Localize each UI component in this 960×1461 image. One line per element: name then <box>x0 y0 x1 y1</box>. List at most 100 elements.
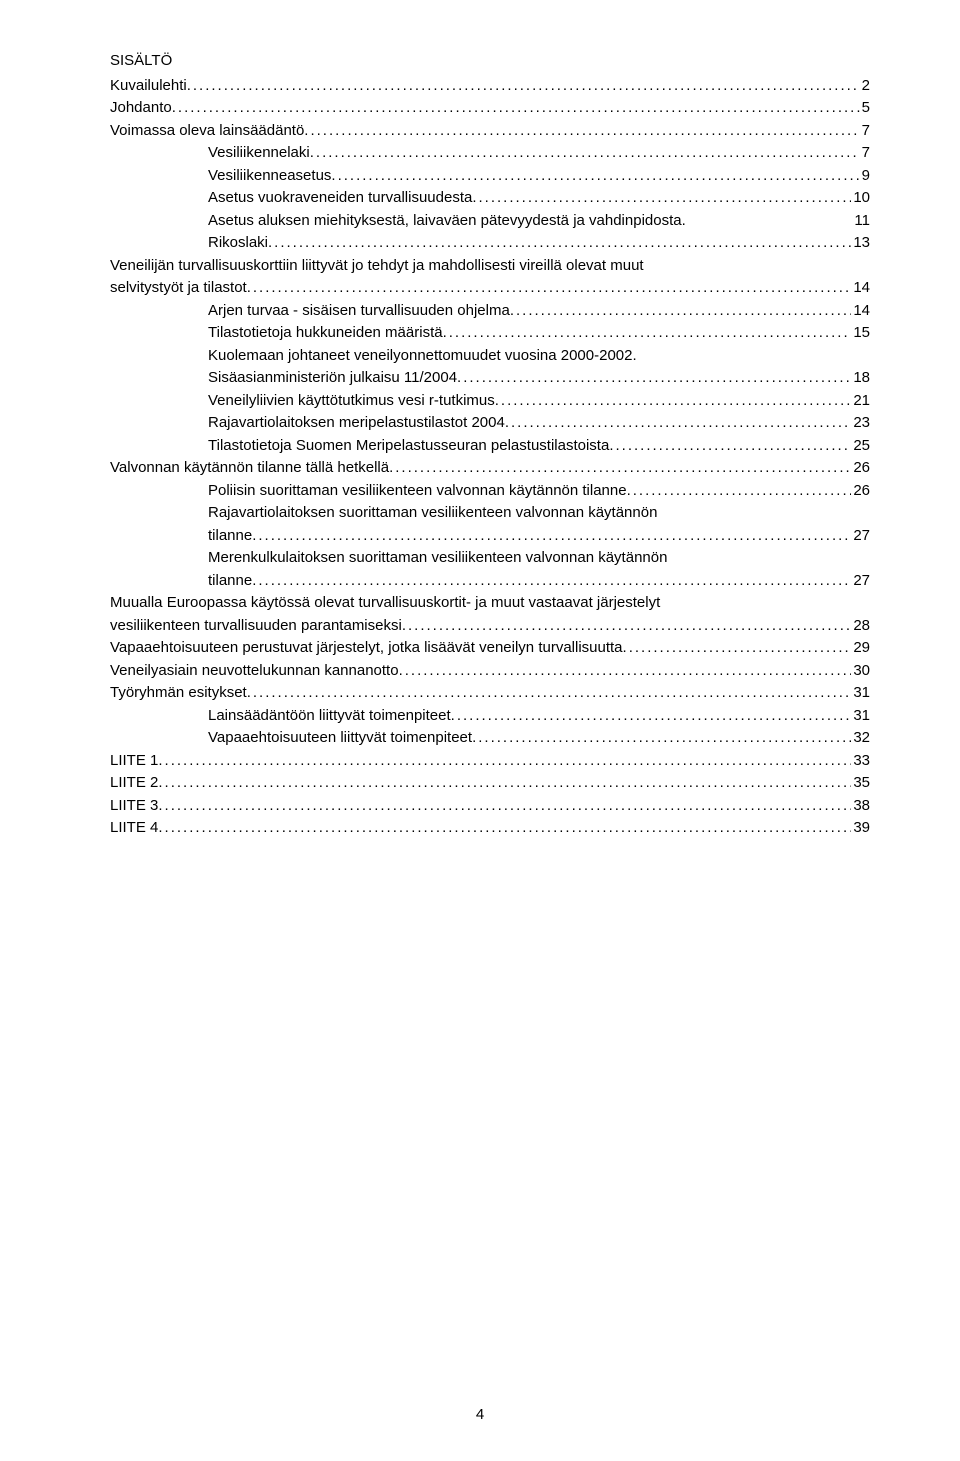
toc-entry: Vesiliikennelaki........................… <box>110 142 870 165</box>
toc-entry: LIITE 2.................................… <box>110 772 870 795</box>
toc-leader-dots: ........................................… <box>247 277 852 300</box>
toc-entry-page: 38 <box>851 795 870 818</box>
toc-entry: Veneilyliivien käyttötutkimus vesi r-tut… <box>110 390 870 413</box>
toc-entry-label: Rikoslaki <box>208 232 268 255</box>
toc-entry-label: Valvonnan käytännön tilanne tällä hetkel… <box>110 457 389 480</box>
toc-leader-dots: ........................................… <box>505 412 851 435</box>
toc-entry-page: 9 <box>860 165 870 188</box>
toc-leader-dots: ........................................… <box>510 300 851 323</box>
toc-entry-label: LIITE 3 <box>110 795 158 818</box>
toc-entry-label-tail: tilanne <box>208 570 252 593</box>
toc-entry-page: 39 <box>851 817 870 840</box>
toc-entry-page: 26 <box>851 457 870 480</box>
toc-leader-dots: ........................................… <box>472 727 851 750</box>
toc-entry: Veneilijän turvallisuuskorttiin liittyvä… <box>110 255 870 300</box>
toc-entry-page: 23 <box>851 412 870 435</box>
toc-entry-page: 27 <box>851 525 870 548</box>
toc-leader-dots: ........................................… <box>158 750 851 773</box>
toc-leader-dots: ........................................… <box>451 705 852 728</box>
toc-entry: Voimassa oleva lainsäädäntö.............… <box>110 120 870 143</box>
toc-entry-page: 11 <box>852 210 870 233</box>
toc-entry: Lainsäädäntöön liittyvät toimenpiteet...… <box>110 705 870 728</box>
toc-entry-label: Muualla Euroopassa käytössä olevat turva… <box>110 592 870 615</box>
toc-entry-page: 32 <box>851 727 870 750</box>
toc-entry-label-tail: selvitystyöt ja tilastot <box>110 277 247 300</box>
toc-leader-dots: ........................................… <box>443 322 852 345</box>
toc-leader-dots: ........................................… <box>158 817 851 840</box>
toc-entry-page: 29 <box>851 637 870 660</box>
toc-entry: Vesiliikenneasetus......................… <box>110 165 870 188</box>
toc-leader-dots: ........................................… <box>623 637 852 660</box>
toc-entry-label: Kuvailulehti <box>110 75 187 98</box>
toc-heading: SISÄLTÖ <box>110 50 870 73</box>
toc-leader-dots: ........................................… <box>495 390 852 413</box>
toc-leader-dots: ........................................… <box>304 120 859 143</box>
toc-leader-dots: ........................................… <box>627 480 852 503</box>
toc-entry-label: Vesiliikenneasetus <box>208 165 331 188</box>
toc-entry-label: Vapaaehtoisuuteen liittyvät toimenpiteet <box>208 727 472 750</box>
toc-entry: Rajavartiolaitoksen suorittaman vesiliik… <box>110 502 870 547</box>
toc-entry-label: Rajavartiolaitoksen meripelastustilastot… <box>208 412 505 435</box>
toc-entry-label-tail: Sisäasianministeriön julkaisu 11/2004 <box>208 367 457 390</box>
toc-entry: Tilastotietoja hukkuneiden määristä.....… <box>110 322 870 345</box>
toc-leader-dots: ........................................… <box>457 367 851 390</box>
toc-entry-page: 18 <box>851 367 870 390</box>
toc-list: Kuvailulehti............................… <box>110 75 870 840</box>
toc-entry: Vapaaehtoisuuteen liittyvät toimenpiteet… <box>110 727 870 750</box>
toc-entry-lastline: vesiliikenteen turvallisuuden parantamis… <box>110 615 870 638</box>
toc-entry: LIITE 4.................................… <box>110 817 870 840</box>
toc-leader-dots: ........................................… <box>331 165 859 188</box>
toc-leader-dots: ........................................… <box>609 435 851 458</box>
toc-entry-label-tail: tilanne <box>208 525 252 548</box>
toc-leader-dots: ........................................… <box>247 682 852 705</box>
toc-entry-label: Poliisin suorittaman vesiliikenteen valv… <box>208 480 627 503</box>
toc-entry: Valvonnan käytännön tilanne tällä hetkel… <box>110 457 870 480</box>
toc-entry-page: 28 <box>851 615 870 638</box>
toc-entry-page: 31 <box>851 705 870 728</box>
toc-entry-lastline: selvitystyöt ja tilastot................… <box>110 277 870 300</box>
toc-entry-page: 35 <box>851 772 870 795</box>
toc-leader-dots: ........................................… <box>268 232 851 255</box>
toc-leader-dots: ........................................… <box>389 457 851 480</box>
toc-entry-label: Veneilyliivien käyttötutkimus vesi r-tut… <box>208 390 495 413</box>
toc-entry: LIITE 3.................................… <box>110 795 870 818</box>
toc-entry: Johdanto................................… <box>110 97 870 120</box>
toc-leader-dots: ........................................… <box>252 525 851 548</box>
toc-entry-label: Merenkulkulaitoksen suorittaman vesiliik… <box>208 547 870 570</box>
toc-entry-page: 27 <box>851 570 870 593</box>
toc-entry-label: Asetus aluksen miehityksestä, laivaväen … <box>208 210 686 233</box>
toc-entry-label: Lainsäädäntöön liittyvät toimenpiteet <box>208 705 451 728</box>
toc-entry-label: Rajavartiolaitoksen suorittaman vesiliik… <box>208 502 870 525</box>
toc-entry-label-tail: vesiliikenteen turvallisuuden parantamis… <box>110 615 402 638</box>
toc-entry-label: Tilastotietoja Suomen Meripelastusseuran… <box>208 435 609 458</box>
page-number: 4 <box>0 1404 960 1427</box>
toc-entry: Kuolemaan johtaneet veneilyonnettomuudet… <box>110 345 870 390</box>
toc-entry-label: LIITE 1 <box>110 750 158 773</box>
toc-entry: Asetus vuokraveneiden turvallisuudesta..… <box>110 187 870 210</box>
toc-leader-dots: ........................................… <box>158 772 851 795</box>
toc-entry-label: Veneilijän turvallisuuskorttiin liittyvä… <box>110 255 870 278</box>
toc-entry-label: Työryhmän esitykset <box>110 682 247 705</box>
toc-leader-dots: ........................................… <box>310 142 860 165</box>
toc-entry-label: Johdanto <box>110 97 172 120</box>
toc-leader-dots: ........................................… <box>158 795 851 818</box>
toc-entry-label: Voimassa oleva lainsäädäntö <box>110 120 304 143</box>
toc-entry-page: 26 <box>851 480 870 503</box>
toc-entry-label: Veneilyasiain neuvottelukunnan kannanott… <box>110 660 399 683</box>
toc-entry-label: Arjen turvaa - sisäisen turvallisuuden o… <box>208 300 510 323</box>
toc-leader-dots: ........................................… <box>187 75 860 98</box>
toc-entry-label: LIITE 2 <box>110 772 158 795</box>
toc-entry: Työryhmän esitykset.....................… <box>110 682 870 705</box>
toc-entry: Rajavartiolaitoksen meripelastustilastot… <box>110 412 870 435</box>
toc-entry-label: LIITE 4 <box>110 817 158 840</box>
toc-leader-dots: ........................................… <box>402 615 851 638</box>
toc-entry: Poliisin suorittaman vesiliikenteen valv… <box>110 480 870 503</box>
toc-entry-page: 21 <box>851 390 870 413</box>
toc-entry-page: 5 <box>860 97 870 120</box>
toc-entry: Merenkulkulaitoksen suorittaman vesiliik… <box>110 547 870 592</box>
toc-entry: Kuvailulehti............................… <box>110 75 870 98</box>
toc-entry-page: 7 <box>860 120 870 143</box>
toc-entry-label: Asetus vuokraveneiden turvallisuudesta <box>208 187 472 210</box>
toc-entry-label: Kuolemaan johtaneet veneilyonnettomuudet… <box>208 345 870 368</box>
toc-entry: Muualla Euroopassa käytössä olevat turva… <box>110 592 870 637</box>
